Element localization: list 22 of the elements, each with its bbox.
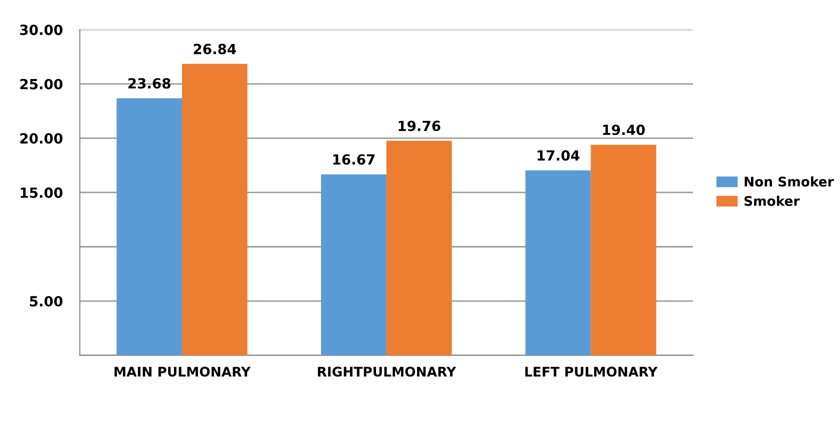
- y-tick-label: 5.00: [30, 296, 62, 307]
- data-label: 16.67: [333, 154, 375, 165]
- y-tick-label: 30.00: [20, 24, 62, 36]
- data-label: 26.84: [194, 44, 236, 54]
- y-tick-label: 25.00: [20, 78, 62, 90]
- y-tick-label: 15.00: [20, 187, 62, 198]
- x-tick-label: MAIN PULMONARY: [114, 366, 251, 377]
- x-tick-label: LEFT PULMONARY: [525, 366, 658, 377]
- bar: [182, 64, 248, 356]
- legend-label: Smoker: [744, 196, 800, 206]
- data-label: 17.04: [538, 150, 580, 161]
- data-label: 23.68: [128, 78, 170, 89]
- legend-label: Non Smoker: [744, 176, 834, 187]
- bar: [525, 170, 591, 356]
- y-tick-label: 20.00: [20, 133, 62, 144]
- bar: [320, 174, 386, 356]
- bar: [386, 140, 452, 356]
- bar: [590, 144, 656, 356]
- data-label: 19.76: [398, 120, 440, 132]
- bar: [116, 98, 182, 356]
- data-label: 19.40: [603, 124, 645, 136]
- x-tick-label: RIGHTPULMONARY: [318, 366, 456, 377]
